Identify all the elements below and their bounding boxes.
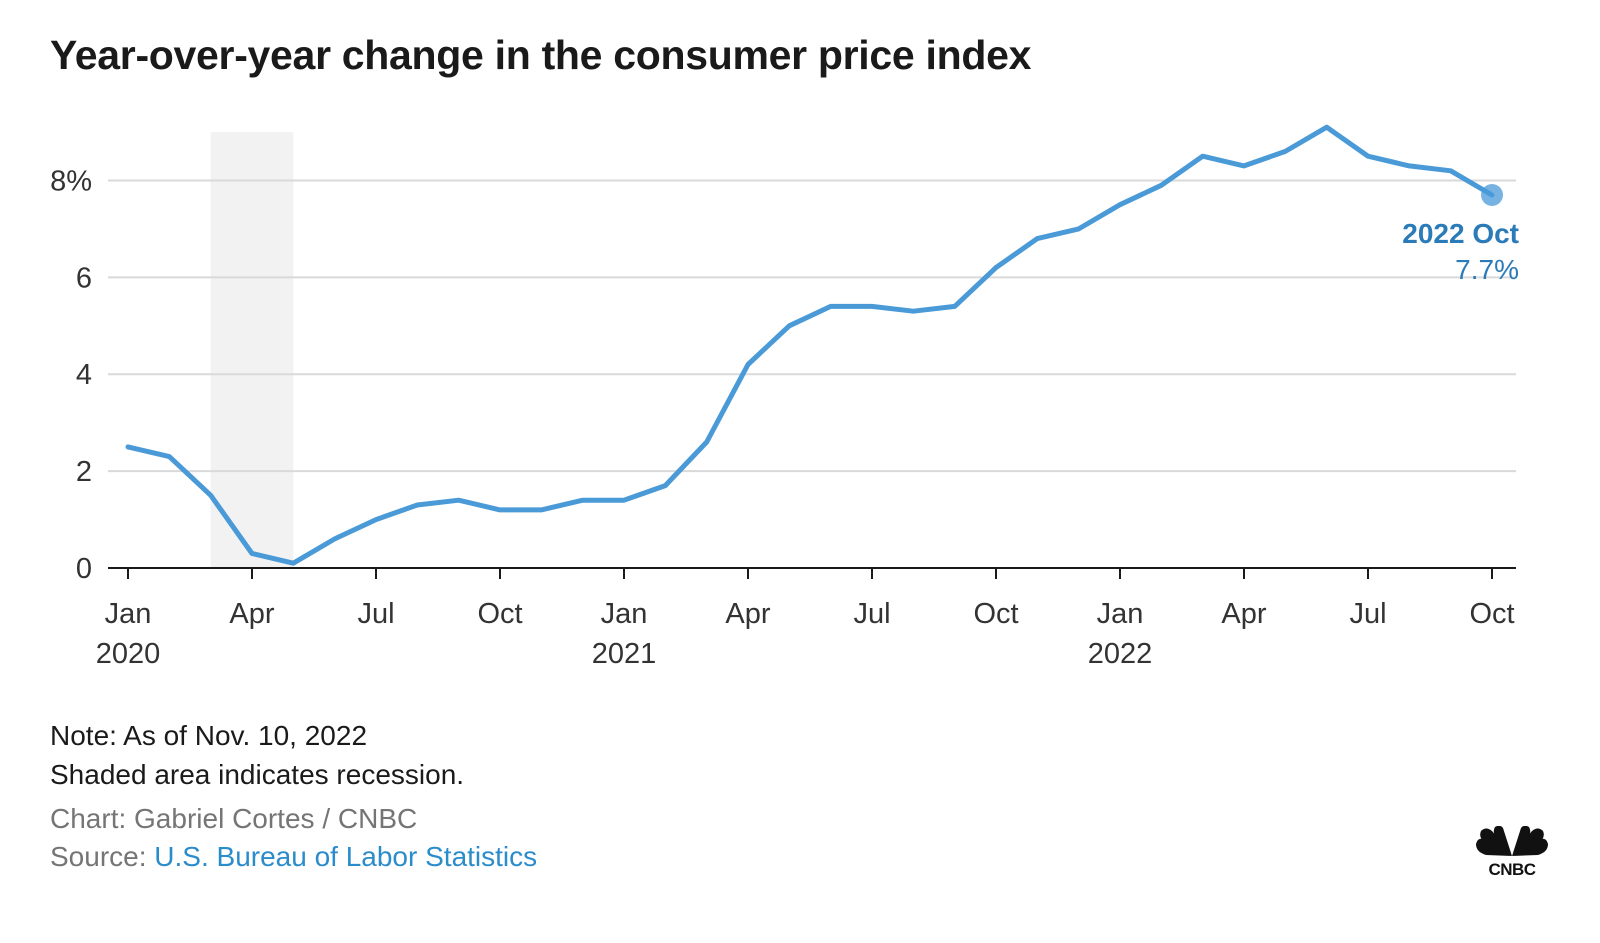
y-axis-labels: 0 2 4 6 8% [50, 165, 92, 585]
x-tick-year-label: 2021 [592, 638, 657, 670]
x-tick-label: Oct [973, 598, 1018, 630]
source-line: Source: U.S. Bureau of Labor Statistics [50, 841, 537, 873]
recession-shading [210, 132, 294, 568]
x-axis-labels: Jan 2020 Apr Jul Oct Jan 2021 Apr Jul Oct Jan 2022 A… [96, 598, 1515, 670]
x-axis [108, 567, 1516, 579]
x-tick-label: Apr [229, 598, 274, 630]
x-tick-label: Oct [477, 598, 522, 630]
series-layer [125, 124, 1495, 566]
recession-band [210, 132, 294, 568]
note-recession: Shaded area indicates recession. [50, 759, 465, 790]
y-tick-label: 0 [76, 553, 92, 585]
annotation-value-label: 7.7% [1455, 254, 1519, 285]
x-tick-label: Oct [1469, 598, 1514, 630]
y-tick-label: 6 [76, 262, 92, 294]
x-tick-label: Jan [1097, 598, 1144, 630]
x-tick-label: Jan [601, 598, 648, 630]
x-tick-label: Jul [853, 598, 890, 630]
x-tick-year-label: 2022 [1088, 638, 1153, 670]
chart-credit: Chart: Gabriel Cortes / CNBC [50, 803, 418, 834]
x-tick-label: Apr [725, 598, 770, 630]
source-link[interactable]: U.S. Bureau of Labor Statistics [154, 841, 538, 872]
cnbc-logo: CNBC [1476, 826, 1548, 878]
y-tick-label: 8% [50, 165, 92, 197]
annotation-date-label: 2022 Oct [1402, 218, 1519, 249]
y-tick-label: 2 [76, 456, 92, 488]
gridlines [108, 179, 1516, 473]
x-tick-label: Apr [1221, 598, 1266, 630]
chart-title: Year-over-year change in the consumer pr… [50, 32, 1032, 78]
x-tick-year-label: 2020 [96, 638, 161, 670]
source-prefix: Source: [50, 841, 155, 872]
x-tick-label: Jan [105, 598, 152, 630]
cpi-series-line [125, 124, 1495, 566]
y-tick-label: 4 [76, 359, 92, 391]
x-tick-label: Jul [357, 598, 394, 630]
end-point-marker [1481, 183, 1503, 206]
note-date: Note: As of Nov. 10, 2022 [50, 720, 368, 751]
cnbc-logo-text: CNBC [1488, 860, 1535, 878]
x-tick-label: Jul [1349, 598, 1386, 630]
cnbc-peacock-icon [1476, 826, 1548, 856]
end-annotation: 2022 Oct 7.7% [1402, 183, 1519, 285]
